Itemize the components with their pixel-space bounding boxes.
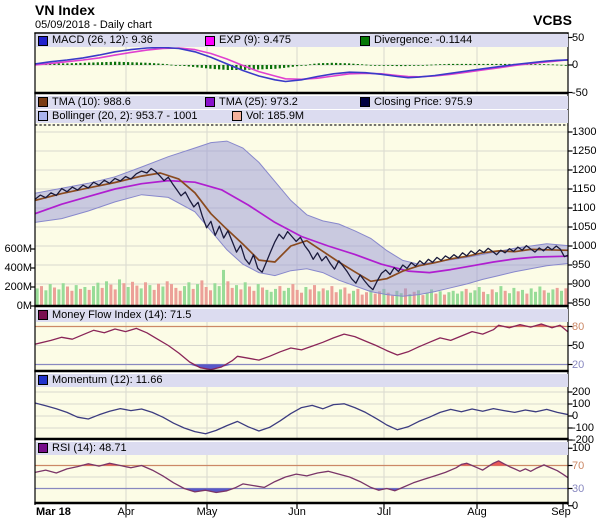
y-axis-label: 200 (572, 386, 591, 398)
legend-item: MACD (26, 12): 9.36 (38, 34, 153, 47)
legend-strip-tma: TMA (10): 988.6 TMA (25): 973.2 Closing Pr… (36, 95, 568, 109)
y-axis-label: 20 (572, 358, 585, 371)
y-axis-label: 1200 (572, 164, 597, 176)
legend-swatch-icon (232, 111, 242, 121)
y-axis-label: 1050 (572, 221, 597, 233)
brand-logo: VCBS (533, 12, 572, 28)
x-axis-label: Sep (551, 506, 571, 518)
legend-swatch-icon (38, 443, 48, 453)
y-axis-label: 1100 (572, 202, 596, 214)
legend-swatch-icon (360, 97, 370, 107)
legend-label: EXP (9): 9.475 (219, 34, 291, 46)
legend-strip-macd: MACD (26, 12): 9.36 EXP (9): 9.475 Diverge… (36, 34, 568, 47)
chart-subtitle: 05/09/2018 - Daily chart (35, 19, 152, 31)
legend-swatch-icon (38, 111, 48, 121)
legend-item: TMA (10): 988.6 (38, 96, 131, 109)
legend-item: EXP (9): 9.475 (205, 34, 291, 47)
legend-label: MACD (26, 12): 9.36 (52, 34, 153, 46)
legend-label: TMA (10): 988.6 (52, 95, 131, 108)
legend-strip-mfi: Money Flow Index (14): 71.5 (36, 308, 568, 322)
legend-label: RSI (14): 48.71 (52, 441, 127, 454)
legend-label: Closing Price: 975.9 (374, 95, 473, 108)
legend-item: Closing Price: 975.9 (360, 96, 472, 109)
y-axis-label: -100 (572, 422, 595, 434)
x-axis-label: Aug (467, 506, 487, 518)
legend-swatch-icon (38, 310, 48, 320)
legend-strip-bollinger: Bollinger (20, 2): 953.7 - 1001 Vol: 185.… (36, 109, 568, 123)
legend-swatch-icon (38, 97, 48, 107)
y-axis-label: 1000 (572, 240, 597, 252)
page-title: VN Index (35, 2, 95, 18)
y-axis-label: 1250 (572, 145, 597, 157)
legend-swatch-icon (205, 97, 215, 107)
legend-item: RSI (14): 48.71 (38, 442, 127, 455)
y-axis-label: 400M (4, 262, 32, 274)
y-axis-label: -50 (572, 86, 588, 99)
legend-item: Bollinger (20, 2): 953.7 - 1001 (38, 110, 198, 123)
legend-swatch-icon (38, 35, 48, 46)
y-axis-label: 0 (572, 410, 579, 422)
y-axis-label: 70 (572, 459, 585, 472)
legend-strip-rsi: RSI (14): 48.71 (36, 441, 568, 455)
legend-label: Money Flow Index (14): 71.5 (52, 308, 192, 321)
legend-label: Momentum (12): 11.66 (52, 373, 163, 386)
legend-swatch-icon (38, 375, 48, 385)
y-axis-label: 100 (572, 398, 591, 410)
legend-swatch-icon (360, 35, 370, 46)
y-axis-label: 200M (4, 281, 32, 293)
legend-item: Momentum (12): 11.66 (38, 374, 162, 387)
legend-label: Bollinger (20, 2): 953.7 - 1001 (52, 109, 198, 122)
legend-item: Vol: 185.9M (232, 110, 304, 123)
legend-label: TMA (25): 973.2 (219, 95, 298, 108)
legend-strip-momentum: Momentum (12): 11.66 (36, 373, 568, 387)
y-axis-label: 950 (572, 259, 591, 271)
y-axis-label: 50 (572, 339, 585, 352)
y-axis-label: -200 (572, 434, 595, 446)
legend-item: Money Flow Index (14): 71.5 (38, 309, 191, 322)
y-axis-label: 1300 (572, 126, 597, 138)
y-axis-label: 0 (572, 59, 579, 71)
y-axis-label: 100 (572, 442, 591, 455)
y-axis-label: 1150 (572, 183, 596, 195)
legend-swatch-icon (205, 35, 215, 46)
y-axis-label: 900 (572, 278, 591, 290)
y-axis-label: 850 (572, 297, 591, 309)
y-axis-label: 80 (572, 320, 585, 333)
legend-label: Vol: 185.9M (246, 109, 305, 122)
y-axis-label: 0M (16, 300, 32, 312)
y-axis-label: 50 (572, 31, 585, 44)
x-axis-label: Apr (117, 506, 135, 518)
x-axis-label: Jun (288, 506, 306, 518)
y-axis-label: 0 (572, 499, 579, 512)
x-axis-label: Jul (376, 506, 392, 518)
legend-label: Divergence: -0.1144 (374, 34, 473, 46)
x-axis-label: May (196, 506, 218, 518)
x-axis-label: Mar 18 (36, 506, 71, 518)
y-axis-label: 600M (4, 243, 32, 255)
legend-item: TMA (25): 973.2 (205, 96, 298, 109)
legend-item: Divergence: -0.1144 (360, 34, 472, 47)
y-axis-label: 30 (572, 482, 585, 495)
